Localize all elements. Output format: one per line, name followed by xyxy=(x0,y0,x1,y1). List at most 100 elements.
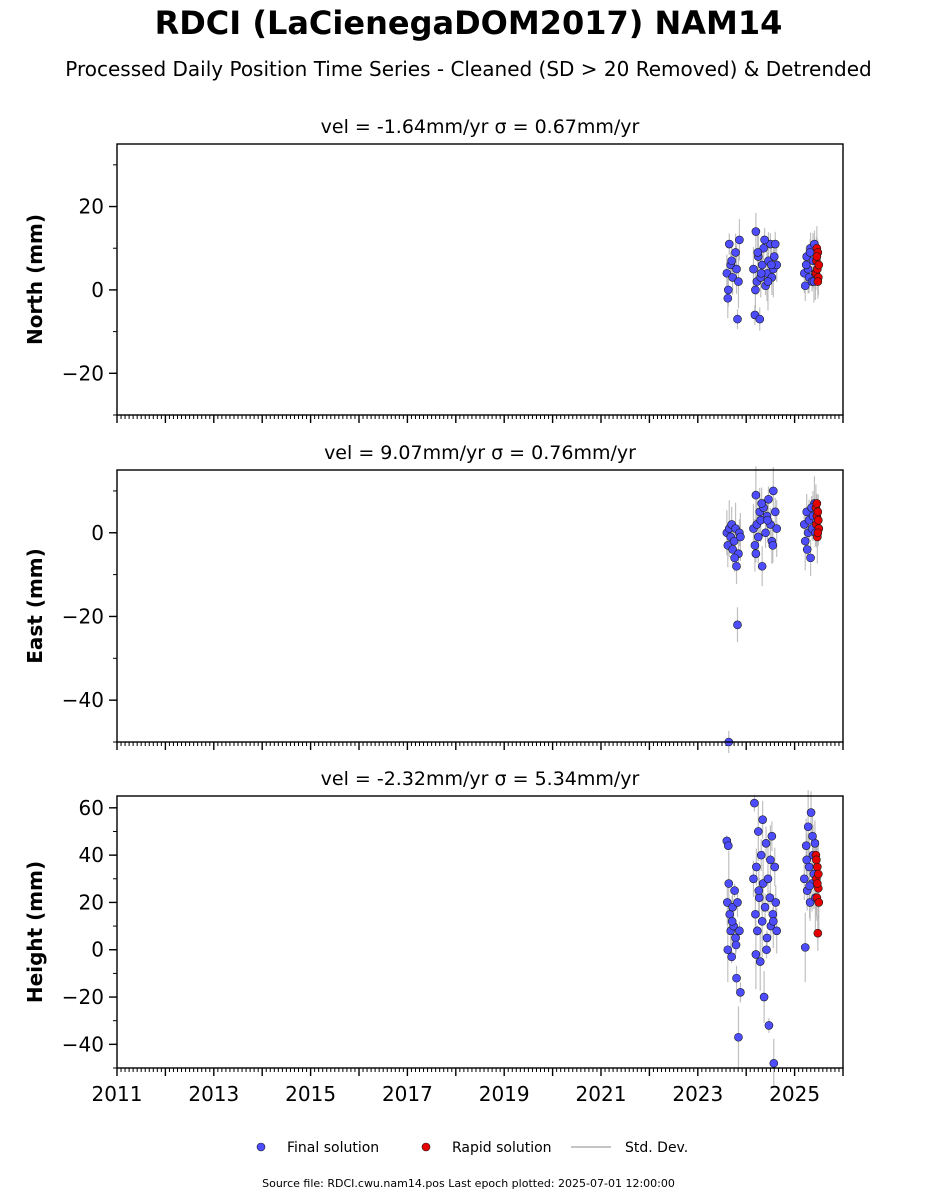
final-solution-point xyxy=(735,235,744,245)
final-solution-point xyxy=(749,264,758,274)
y-tick-label: −20 xyxy=(62,604,104,628)
final-solution-point xyxy=(754,886,764,895)
final-solution-point xyxy=(752,862,761,872)
x-tick-label: 2019 xyxy=(479,1082,530,1106)
final-solution-point xyxy=(727,256,736,266)
final-solution-point xyxy=(764,494,773,504)
final-solution-point xyxy=(763,277,773,286)
final-solution-point xyxy=(733,898,742,907)
final-solution-point xyxy=(723,898,732,907)
rapid-solution-point xyxy=(812,252,822,261)
final-solution-point xyxy=(769,1058,779,1068)
final-solution-point xyxy=(756,850,766,860)
y-tick-label: 0 xyxy=(91,278,104,302)
y-tick-label: −20 xyxy=(62,985,104,1009)
y-axis-label-height: Height (mm) xyxy=(23,861,47,1003)
final-solution-point xyxy=(753,248,763,257)
final-solution-point xyxy=(731,248,740,257)
final-solution-point xyxy=(808,831,817,841)
final-solution-point xyxy=(760,902,770,912)
final-solution-point xyxy=(800,536,810,546)
final-solution-point xyxy=(769,917,778,926)
final-solution-point xyxy=(728,273,737,282)
rapid-solution-point xyxy=(813,862,822,872)
final-solution-point xyxy=(799,874,809,884)
final-solution-point xyxy=(751,549,761,558)
legend-stddev-label: Std. Dev. xyxy=(625,1140,688,1156)
final-solution-point xyxy=(772,926,781,936)
y-tick-label: −40 xyxy=(62,1032,104,1056)
rapid-solution-point xyxy=(814,898,824,907)
chart-title: RDCI (LaCienegaDOM2017) NAM14 xyxy=(154,4,783,42)
final-solution-point xyxy=(800,943,810,952)
final-solution-point xyxy=(736,532,745,542)
final-solution-point xyxy=(736,988,745,997)
final-solution-point xyxy=(760,235,769,245)
final-solution-point xyxy=(751,950,761,959)
final-solution-point xyxy=(803,822,813,832)
final-solution-point xyxy=(732,561,741,571)
x-tick-label: 2015 xyxy=(285,1082,336,1106)
final-solution-point xyxy=(759,992,769,1002)
rapid-solution-point xyxy=(813,928,823,938)
final-solution-point xyxy=(757,260,767,270)
final-solution-point xyxy=(761,839,771,848)
legend-rapid-marker xyxy=(421,1142,431,1152)
final-solution-point xyxy=(727,917,737,926)
final-solution-point xyxy=(756,268,766,278)
legend-rapid-label: Rapid solution xyxy=(452,1140,552,1156)
final-solution-point xyxy=(764,1021,774,1030)
final-solution-point xyxy=(731,933,740,943)
final-solution-point xyxy=(722,268,732,278)
x-tick-label: 2025 xyxy=(769,1082,820,1106)
final-solution-point xyxy=(771,898,781,907)
plot-frame-north xyxy=(116,143,844,416)
final-solution-point xyxy=(730,886,739,895)
y-tick-label: 60 xyxy=(79,796,104,820)
rapid-solution-point xyxy=(812,855,821,865)
final-solution-point xyxy=(757,917,767,926)
rapid-solution-point xyxy=(814,869,823,879)
final-solution-point xyxy=(734,277,743,286)
final-solution-point xyxy=(753,926,762,936)
final-solution-point xyxy=(723,841,733,850)
panel-east: vel = 9.07mm/yr σ = 0.76mm/yr East (mm) −4… xyxy=(23,442,844,754)
x-tick-label: 2013 xyxy=(188,1082,239,1106)
final-solution-point xyxy=(735,926,744,936)
final-solution-point xyxy=(749,874,758,884)
final-solution-point xyxy=(801,841,811,850)
final-solution-point xyxy=(770,507,780,517)
panel-north: vel = -1.64mm/yr σ = 0.67mm/yr North (mm)… xyxy=(23,116,844,423)
chart-subtitle: Processed Daily Position Time Series - C… xyxy=(65,57,872,81)
final-solution-point xyxy=(754,893,764,903)
y-tick-label: 20 xyxy=(79,195,104,219)
legend: Final solution Rapid solution Std. Dev. xyxy=(256,1140,688,1156)
y-tick-label: 0 xyxy=(91,521,104,545)
panel-title-height: vel = -2.32mm/yr σ = 5.34mm/yr xyxy=(321,768,640,790)
y-tick-label: 0 xyxy=(91,938,104,962)
y-axis-label-east: East (mm) xyxy=(23,548,47,664)
final-solution-point xyxy=(761,528,770,538)
final-solution-point xyxy=(723,945,733,955)
final-solution-point xyxy=(769,486,778,496)
legend-final-marker xyxy=(256,1142,266,1152)
rapid-solution-point xyxy=(813,879,822,888)
final-solution-point xyxy=(732,264,741,274)
final-solution-point xyxy=(734,1032,743,1042)
final-solution-point xyxy=(805,898,815,907)
final-solution-point xyxy=(751,285,760,295)
plot-frame-east xyxy=(116,469,844,743)
final-solution-point xyxy=(723,293,733,303)
final-solution-point xyxy=(762,945,771,955)
final-solution-point xyxy=(751,227,761,236)
final-solution-point xyxy=(757,561,767,571)
final-solution-point xyxy=(763,874,773,884)
final-solution-point xyxy=(802,855,812,865)
rapid-solution-point xyxy=(812,499,822,508)
final-solution-point xyxy=(765,893,775,903)
x-tick-label: 2023 xyxy=(672,1082,723,1106)
rapid-solution-point xyxy=(813,277,823,286)
rapid-solution-point xyxy=(814,260,824,270)
final-solution-point xyxy=(753,532,763,542)
